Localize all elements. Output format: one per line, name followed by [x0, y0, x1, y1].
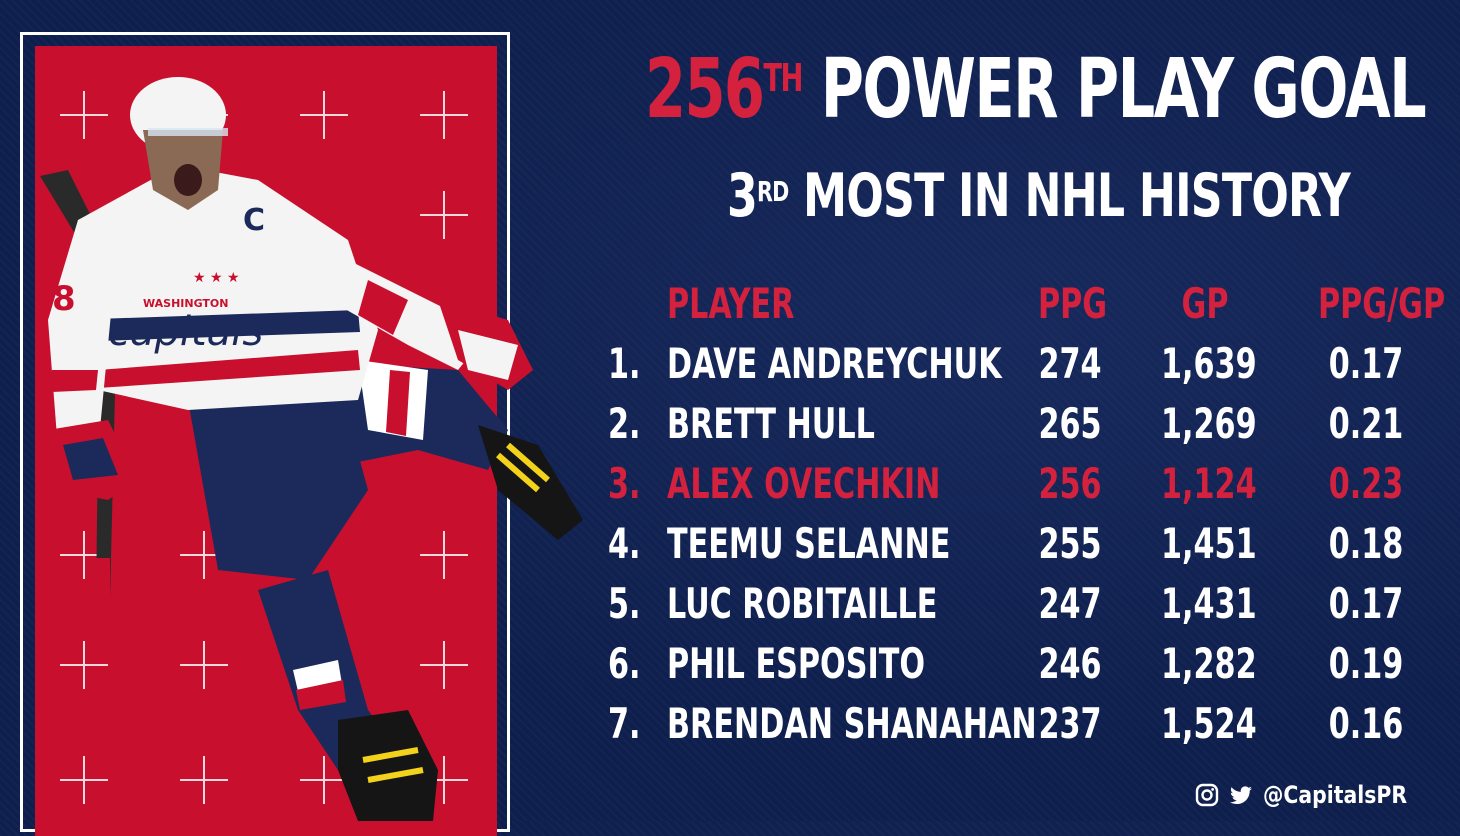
plus-decoration	[420, 531, 468, 579]
plus-decoration	[60, 531, 108, 579]
row-ratio: 0.17	[1328, 579, 1404, 628]
svg-text:★ ★ ★: ★ ★ ★	[193, 270, 240, 286]
plus-decoration	[180, 531, 228, 579]
row-rank: 4.	[608, 519, 641, 568]
table-row: 5. LUC ROBITAILLE 247 1,431 0.17	[600, 576, 1440, 632]
row-gp: 1,124	[1161, 459, 1257, 508]
row-ratio: 0.17	[1328, 339, 1404, 388]
row-rank: 3.	[608, 459, 641, 508]
row-player: ALEX OVECHKIN	[667, 459, 941, 508]
table-row: 6. PHIL ESPOSITO 246 1,282 0.19	[600, 636, 1440, 692]
row-ppg: 265	[1038, 399, 1102, 448]
row-ppg: 246	[1038, 639, 1102, 688]
header-gp: GP	[1181, 279, 1229, 328]
row-ratio: 0.18	[1328, 519, 1404, 568]
plus-decoration	[300, 756, 348, 804]
instagram-icon[interactable]	[1195, 783, 1219, 807]
page-subtitle: 3RD MOST IN NHL HISTORY	[727, 160, 1351, 232]
social-handle[interactable]: @CapitalsPR	[1262, 781, 1407, 809]
row-rank: 6.	[608, 639, 641, 688]
row-player: BRENDAN SHANAHAN	[667, 699, 1037, 748]
row-rank: 2.	[608, 399, 641, 448]
row-player: TEEMU SELANNE	[667, 519, 951, 568]
row-ppg: 255	[1038, 519, 1102, 568]
row-gp: 1,431	[1161, 579, 1257, 628]
plus-decoration	[60, 641, 108, 689]
row-player: DAVE ANDREYCHUK	[667, 339, 1002, 388]
row-rank: 7.	[608, 699, 641, 748]
hockey-player-image: WASHINGTON capitals C 8 ★ ★ ★	[40, 77, 583, 821]
jersey-wordmark: capitals	[108, 309, 263, 355]
table-row: 1. DAVE ANDREYCHUK 274 1,639 0.17	[600, 336, 1440, 392]
captain-c: C	[243, 203, 265, 238]
twitter-icon[interactable]	[1229, 783, 1253, 807]
row-ratio: 0.16	[1328, 699, 1404, 748]
table-row-highlighted: 3. ALEX OVECHKIN 256 1,124 0.23	[600, 456, 1440, 512]
subtitle-text: MOST IN NHL HISTORY	[802, 161, 1351, 231]
table-row: 2. BRETT HULL 265 1,269 0.21	[600, 396, 1440, 452]
plus-decoration	[180, 756, 228, 804]
subtitle-ordinal: 3	[727, 161, 758, 231]
row-gp: 1,269	[1161, 399, 1257, 448]
row-ratio: 0.19	[1328, 639, 1404, 688]
social-footer: @CapitalsPR	[1195, 780, 1432, 810]
plus-decoration	[60, 91, 108, 139]
row-gp: 1,639	[1161, 339, 1257, 388]
title-number-suffix: TH	[763, 56, 803, 100]
header-player: PLAYER	[667, 279, 795, 328]
row-ppg: 256	[1038, 459, 1102, 508]
subtitle-ordinal-suffix: RD	[756, 175, 789, 208]
plus-decoration	[420, 756, 468, 804]
plus-decoration	[300, 91, 348, 139]
row-gp: 1,282	[1161, 639, 1257, 688]
table-header-row: PLAYER PPG GP PPG/GP	[600, 276, 1446, 332]
title-text: POWER PLAY GOAL	[820, 42, 1427, 137]
row-player: LUC ROBITAILLE	[667, 579, 938, 628]
plus-decoration	[180, 641, 228, 689]
plus-decoration	[60, 756, 108, 804]
table-row: 7. BRENDAN SHANAHAN 237 1,524 0.16	[600, 696, 1440, 752]
row-rank: 5.	[608, 579, 641, 628]
plus-decoration	[420, 641, 468, 689]
row-ppg: 274	[1038, 339, 1102, 388]
row-ratio: 0.23	[1328, 459, 1404, 508]
row-ppg: 247	[1038, 579, 1102, 628]
row-ratio: 0.21	[1328, 399, 1404, 448]
plus-decoration	[420, 191, 468, 239]
row-player: PHIL ESPOSITO	[667, 639, 926, 688]
header-ppg: PPG	[1038, 279, 1108, 328]
row-player: BRETT HULL	[667, 399, 875, 448]
plus-decoration	[420, 91, 468, 139]
row-gp: 1,451	[1161, 519, 1257, 568]
title-number: 256	[645, 42, 765, 137]
row-ppg: 237	[1038, 699, 1102, 748]
table-row: 4. TEEMU SELANNE 255 1,451 0.18	[600, 516, 1440, 572]
row-rank: 1.	[608, 339, 641, 388]
jersey-city: WASHINGTON	[143, 297, 228, 310]
jersey-number: 8	[52, 279, 76, 319]
row-gp: 1,524	[1161, 699, 1257, 748]
header-ratio: PPG/GP	[1318, 279, 1446, 328]
page-title: 256TH POWER PLAY GOAL	[645, 40, 1427, 140]
